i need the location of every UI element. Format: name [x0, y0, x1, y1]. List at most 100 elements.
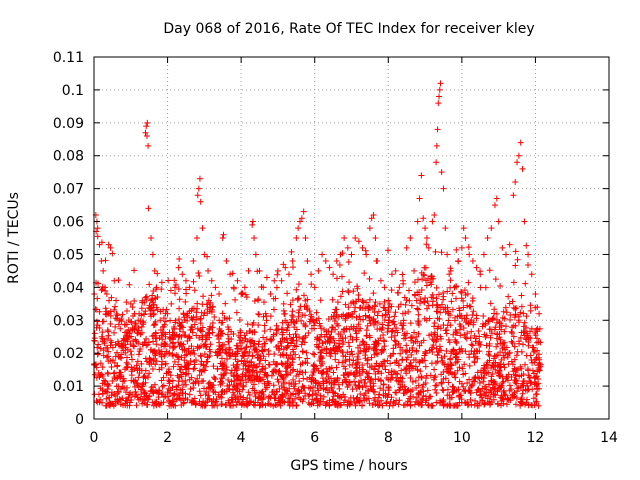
- data-point: [346, 343, 353, 350]
- data-point: [225, 397, 232, 404]
- data-point: [334, 299, 341, 306]
- data-point: [171, 343, 178, 350]
- data-point: [350, 288, 357, 295]
- data-point: [289, 258, 296, 265]
- data-point: [349, 311, 356, 318]
- data-point: [485, 381, 492, 388]
- data-point: [176, 332, 183, 339]
- data-point: [390, 345, 397, 352]
- data-point: [371, 366, 378, 373]
- data-point: [369, 402, 376, 409]
- plot-frame: [93, 56, 610, 420]
- data-point: [357, 372, 364, 379]
- data-point: [326, 402, 333, 409]
- data-point: [114, 363, 121, 370]
- data-point: [293, 326, 300, 333]
- data-point: [242, 373, 249, 380]
- data-point: [379, 312, 386, 319]
- data-point: [284, 339, 291, 346]
- data-point: [520, 382, 527, 389]
- data-point: [486, 267, 493, 274]
- data-point: [359, 305, 366, 312]
- data-point: [512, 401, 519, 408]
- data-point: [138, 360, 145, 367]
- data-point: [500, 396, 507, 403]
- data-point: [299, 338, 306, 345]
- data-point: [461, 331, 468, 338]
- data-point: [464, 380, 471, 387]
- data-point: [300, 208, 307, 215]
- data-point: [298, 387, 305, 394]
- data-point: [221, 371, 228, 378]
- data-point: [251, 297, 258, 304]
- data-point: [444, 288, 451, 295]
- data-point: [457, 288, 464, 295]
- data-point: [499, 395, 506, 402]
- data-point: [350, 298, 357, 305]
- data-point: [453, 246, 460, 253]
- data-point: [230, 389, 237, 396]
- data-point: [206, 334, 213, 341]
- data-point: [511, 343, 518, 350]
- data-point: [359, 368, 366, 375]
- data-point: [294, 295, 301, 302]
- data-point: [416, 342, 423, 349]
- data-point: [280, 300, 287, 307]
- data-point: [488, 330, 495, 337]
- data-point: [356, 342, 363, 349]
- data-point: [514, 385, 521, 392]
- data-point: [176, 342, 183, 349]
- data-point: [395, 360, 402, 367]
- data-point: [255, 351, 262, 358]
- data-point: [388, 367, 395, 374]
- data-point: [322, 338, 329, 345]
- data-point: [146, 370, 153, 377]
- data-point: [274, 271, 281, 278]
- data-point: [149, 365, 156, 372]
- data-point: [123, 359, 130, 366]
- data-point: [246, 359, 253, 366]
- data-point: [232, 296, 239, 303]
- data-point: [485, 316, 492, 323]
- data-point: [261, 380, 268, 387]
- data-point: [525, 251, 532, 258]
- data-point: [425, 402, 432, 409]
- data-point: [450, 346, 457, 353]
- data-point: [495, 218, 502, 225]
- data-point: [283, 371, 290, 378]
- data-point: [501, 387, 508, 394]
- data-point: [414, 276, 421, 283]
- data-point: [459, 365, 466, 372]
- data-point: [284, 358, 291, 365]
- data-point: [344, 401, 351, 408]
- data-point: [184, 310, 191, 317]
- data-point: [265, 347, 272, 354]
- data-point: [98, 287, 105, 294]
- data-point: [397, 381, 404, 388]
- data-point: [336, 340, 343, 347]
- data-point: [437, 325, 444, 332]
- data-point: [385, 391, 392, 398]
- data-point: [175, 333, 182, 340]
- data-point: [393, 341, 400, 348]
- data-point: [413, 347, 420, 354]
- data-point: [486, 340, 493, 347]
- data-point: [147, 346, 154, 353]
- data-point: [423, 235, 430, 241]
- data-point: [167, 287, 174, 294]
- data-point: [158, 279, 165, 286]
- data-point: [468, 341, 475, 348]
- data-point: [224, 331, 231, 338]
- data-point: [201, 309, 208, 316]
- data-point: [165, 377, 172, 384]
- data-point: [437, 397, 444, 404]
- data-point: [510, 279, 517, 286]
- data-point: [342, 397, 349, 404]
- data-point: [343, 325, 350, 332]
- data-point: [380, 381, 387, 388]
- data-point: [513, 304, 520, 311]
- data-point: [104, 381, 111, 388]
- data-point: [154, 270, 161, 277]
- y-tick-label: 0.11: [53, 50, 84, 66]
- data-point: [216, 346, 223, 353]
